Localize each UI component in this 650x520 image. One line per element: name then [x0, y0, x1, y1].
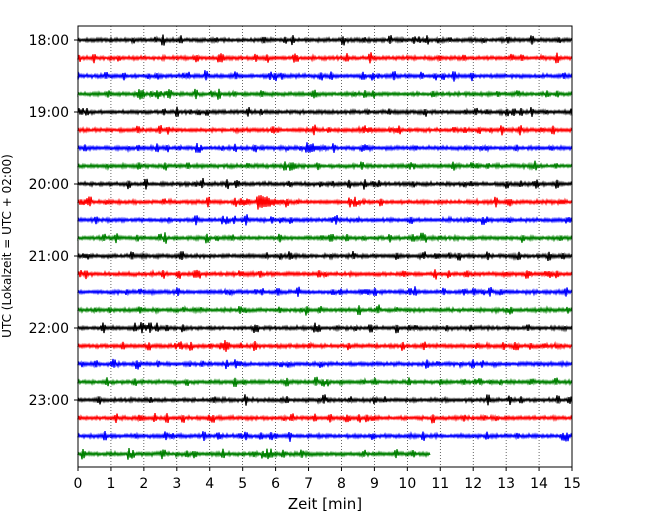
trace-line: [77, 195, 573, 210]
x-tick-label: 8: [337, 476, 346, 492]
trace-line: [77, 448, 431, 460]
x-tick-label: 10: [398, 476, 416, 492]
trace-line: [77, 412, 573, 424]
seismic-traces: [77, 34, 573, 460]
x-tick-label: 9: [370, 476, 379, 492]
trace-line: [77, 177, 573, 190]
trace-line: [77, 106, 573, 117]
x-tick-label: 0: [74, 476, 83, 492]
y-tick-label: 20:00: [29, 177, 69, 193]
x-tick-label: 14: [530, 476, 548, 492]
trace-line: [77, 142, 573, 154]
x-tick-label: 13: [497, 476, 515, 492]
x-tick-label: 1: [106, 476, 115, 492]
x-tick-label: 12: [464, 476, 482, 492]
trace-line: [77, 304, 573, 316]
trace-line: [77, 70, 573, 82]
x-tick-label: 11: [431, 476, 449, 492]
trace-line: [77, 250, 573, 262]
x-tick-label: 3: [172, 476, 181, 492]
plot-frame: [77, 25, 573, 468]
trace-line: [77, 376, 573, 388]
x-axis-ticks: 0 1 2 3 4 5 6 7 8 9 10 11 12 13 14 15: [74, 467, 581, 492]
trace-line: [77, 430, 573, 442]
trace-line: [77, 286, 573, 297]
trace-line: [77, 88, 573, 100]
trace-line: [77, 394, 573, 406]
y-tick-label: 19:00: [29, 105, 69, 121]
x-tick-label: 4: [205, 476, 214, 492]
y-tick-label: 23:00: [29, 393, 69, 409]
y-axis-ticks: 18:00 19:00 20:00 21:00 22:00 23:00: [29, 33, 78, 409]
y-axis-label: UTC (Lokalzeit = UTC + 02:00): [0, 154, 14, 338]
trace-line: [77, 232, 573, 244]
trace-line: [77, 340, 573, 352]
x-tick-label: 7: [304, 476, 313, 492]
trace-line: [77, 52, 573, 64]
x-tick-label: 15: [563, 476, 581, 492]
trace-line: [77, 124, 573, 136]
y-tick-label: 22:00: [29, 321, 69, 337]
x-tick-label: 6: [271, 476, 280, 492]
trace-line: [77, 214, 573, 226]
x-tick-label: 5: [238, 476, 247, 492]
trace-line: [77, 358, 573, 370]
trace-line: [77, 322, 573, 334]
x-tick-label: 2: [139, 476, 148, 492]
y-tick-label: 21:00: [29, 249, 69, 265]
trace-line: [77, 160, 573, 172]
trace-line: [77, 34, 573, 46]
x-axis-label: Zeit [min]: [288, 495, 362, 513]
trace-line: [77, 268, 573, 280]
y-tick-label: 18:00: [29, 33, 69, 49]
